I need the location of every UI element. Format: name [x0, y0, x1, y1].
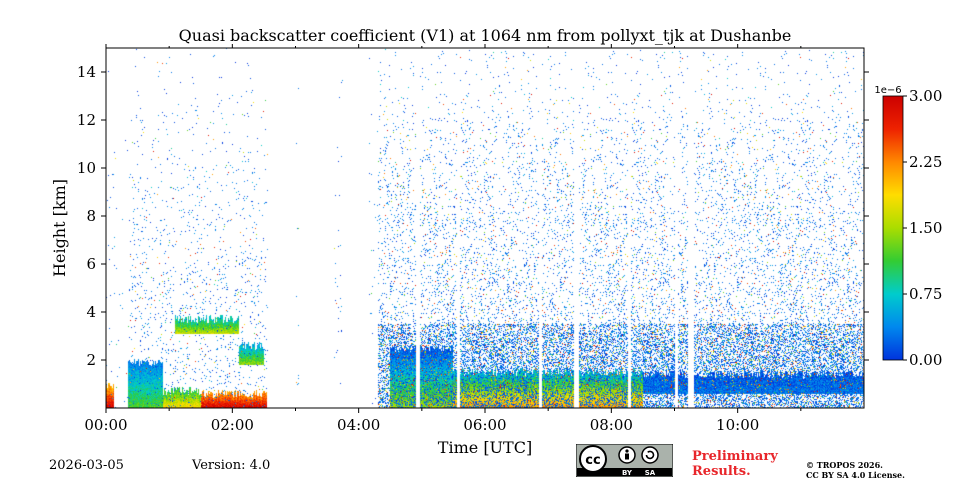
y-axis-label: Height [km] [50, 179, 69, 277]
chart-title: Quasi backscatter coefficient (V1) at 10… [179, 26, 792, 45]
cc-by-sa-badge: cc BY SA [576, 444, 673, 477]
y-tick-label: 6 [86, 255, 96, 273]
colorbar-tick-label: 2.25 [909, 153, 942, 171]
y-axis: 2 4 6 8 10 12 14 [77, 63, 869, 369]
share-alike-icon [641, 446, 659, 464]
backscatter-heatmap [106, 48, 864, 408]
sa-label: SA [645, 469, 656, 477]
preliminary-results-note: Preliminary Results. [692, 449, 778, 479]
colorbar [882, 95, 904, 361]
y-tick-label: 14 [77, 63, 96, 81]
copyright-line-2: CC BY SA 4.0 License. [806, 470, 905, 480]
cc-icon [579, 445, 607, 473]
x-tick-label: 00:00 [84, 416, 127, 434]
y-tick-label: 4 [86, 303, 96, 321]
x-axis-label: Time [UTC] [438, 438, 532, 457]
date-stamp: 2026-03-05 [49, 458, 124, 473]
x-tick-label: 06:00 [463, 416, 506, 434]
y-tick-label: 10 [77, 159, 96, 177]
y-tick-label: 12 [77, 111, 96, 129]
cc-icon-label: cc [585, 453, 600, 468]
x-axis: 00:00 02:00 04:00 06:00 08:00 10:00 [84, 44, 802, 434]
copyright-note: © TROPOS 2026. CC BY SA 4.0 License. [806, 460, 905, 480]
colorbar-ticks: 0.00 0.75 1.50 2.25 3.00 [903, 87, 942, 369]
preliminary-line-2: Results. [692, 464, 751, 479]
heatmap-raster [106, 48, 864, 408]
colorbar-tick-label: 0.75 [909, 285, 942, 303]
colorbar-tick-label: 0.00 [909, 351, 942, 369]
x-tick-label: 04:00 [337, 416, 380, 434]
y-tick-label: 2 [86, 351, 96, 369]
colorbar-exponent: 1e−6 [874, 85, 901, 96]
by-label: BY [622, 469, 633, 477]
x-tick-label: 10:00 [716, 416, 759, 434]
copyright-line-1: © TROPOS 2026. [806, 460, 883, 470]
version-label: Version: 4.0 [192, 458, 271, 473]
y-tick-label: 8 [86, 207, 96, 225]
x-tick-label: 08:00 [590, 416, 633, 434]
preliminary-line-1: Preliminary [692, 449, 778, 464]
x-tick-label: 02:00 [211, 416, 254, 434]
colorbar-tick-label: 1.50 [909, 219, 942, 237]
colorbar-tick-label: 3.00 [909, 87, 942, 105]
